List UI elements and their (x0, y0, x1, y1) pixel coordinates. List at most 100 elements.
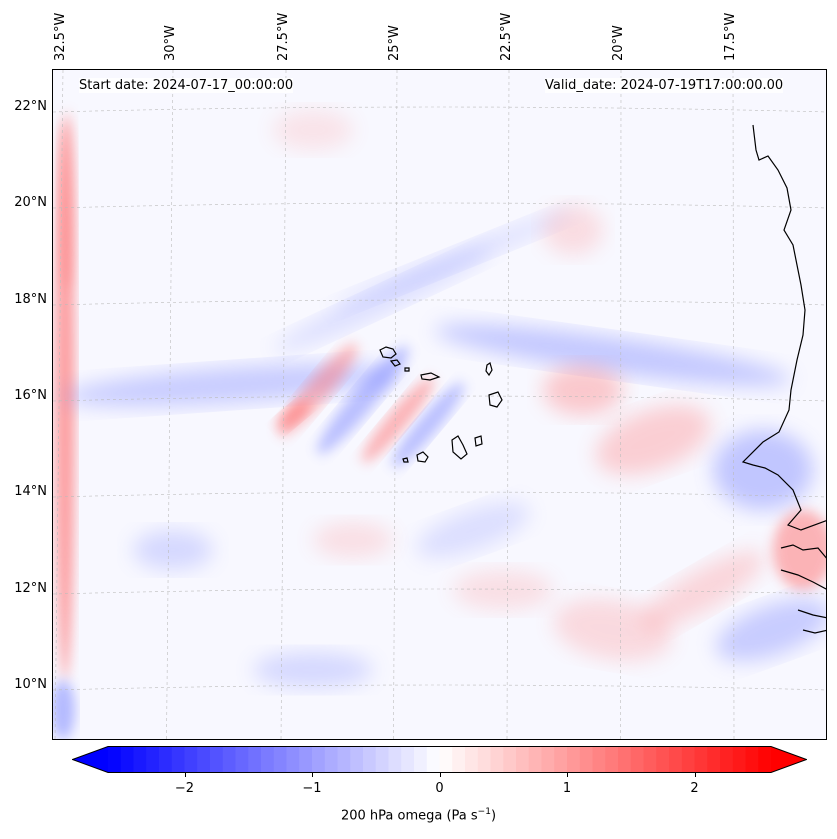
colorbar-segment (477, 746, 492, 773)
omega-blob (453, 570, 553, 610)
omega-blob (391, 382, 465, 468)
island-maio (474, 435, 483, 447)
africa-coastline-south (780, 544, 826, 634)
colorbar-segment (758, 746, 772, 773)
island-santo-antao (379, 346, 397, 359)
colorbar-segment (745, 746, 759, 773)
colorbar-max-extend (771, 746, 807, 773)
colorbar-segment (732, 746, 747, 773)
latitude-label: 16°N (14, 388, 47, 403)
colorbar-tick (694, 773, 696, 777)
omega-blob (276, 400, 310, 430)
colorbar-segment (350, 746, 364, 773)
colorbar-segment (516, 746, 530, 773)
longitude-label: 30°W (163, 25, 178, 61)
colorbar-tick-label: 2 (690, 781, 699, 796)
longitude-label: 25°W (387, 25, 402, 61)
meridian-line (280, 70, 287, 739)
omega-blob (543, 205, 603, 255)
omega-blob (253, 652, 373, 688)
colorbar-tick (184, 773, 186, 777)
colorbar-segment (299, 746, 313, 773)
colorbar-tick-label: −2 (174, 781, 195, 796)
colorbar-segment (184, 746, 198, 773)
colorbar-segment (681, 746, 696, 773)
colorbar-segment (426, 746, 441, 773)
colorbar-segment (439, 746, 453, 773)
colorbar-outline (72, 746, 807, 773)
colorbar-label-text: 200 hPa omega (Pa s (340, 808, 478, 824)
colorbar-segment (171, 746, 186, 773)
colorbar-segment (554, 746, 568, 773)
longitude-label: 17.5°W (723, 12, 738, 61)
parallel-line (53, 684, 826, 691)
colorbar-segment (528, 746, 543, 773)
colorbar-tick (567, 773, 568, 777)
latitude-label: 22°N (14, 99, 47, 114)
graticule (53, 70, 826, 739)
island-sal (485, 362, 493, 377)
colorbar-segment (643, 746, 657, 773)
valid-date-label: Valid_date: 2024-07-19T17:00:00.00 (545, 78, 784, 93)
colorbar-segment (605, 746, 619, 773)
omega-blob (273, 110, 353, 150)
latitude-label: 10°N (14, 677, 47, 692)
latitude-label: 14°N (14, 484, 47, 499)
colorbar-segment (337, 746, 351, 773)
colorbar-segment (452, 746, 466, 773)
colorbar-segment (592, 746, 606, 773)
omega-blob (416, 502, 530, 558)
omega-blob (543, 365, 623, 415)
colorbar-segment (197, 746, 211, 773)
latitude-label: 12°N (14, 581, 47, 596)
colorbar-label-close: ) (490, 808, 497, 824)
colorbar-tick-label: 0 (435, 781, 444, 796)
colorbar-segment (401, 746, 415, 773)
omega-blob (773, 510, 826, 590)
omega-blob (59, 110, 75, 290)
longitude-label: 20°W (611, 25, 626, 61)
omega-blob (317, 345, 409, 455)
colorbar-segment (235, 746, 249, 773)
colorbar-segment (503, 746, 517, 773)
colorbar-segment (720, 746, 734, 773)
omega-blob (553, 598, 673, 662)
colorbar-segment (490, 746, 504, 773)
omega-blob (53, 680, 75, 739)
omega-blob (313, 522, 393, 558)
colorbar-segment (618, 746, 632, 773)
colorbar (72, 746, 807, 773)
meridian-line (54, 70, 64, 739)
parallel-line (53, 202, 826, 209)
colorbar-tick-label: 1 (562, 781, 572, 796)
parallel-line (53, 588, 826, 595)
colorbar-segment (541, 746, 555, 773)
colorbar-min-extend (72, 746, 108, 773)
colorbar-label: 200 hPa omega (Pa s−1) (0, 807, 837, 823)
colorbar-segments (72, 746, 807, 773)
colorbar-tick-label: −1 (302, 781, 322, 796)
colorbar-segment (567, 746, 581, 773)
colorbar-segment (707, 746, 721, 773)
colorbar-segment (133, 746, 147, 773)
colorbar-segment (694, 746, 708, 773)
colorbar-segment (159, 746, 173, 773)
colorbar-segment (286, 746, 300, 773)
longitude-label: 22.5°W (499, 12, 514, 61)
island-brava (402, 457, 409, 463)
map-panel (52, 69, 827, 740)
colorbar-segment (465, 746, 479, 773)
meridian-line (393, 70, 398, 739)
island-santiago (451, 435, 468, 460)
meridian-line (620, 70, 622, 739)
colorbar-label-exponent: −1 (477, 807, 491, 817)
colorbar-segment (146, 746, 160, 773)
colorbar-tick (439, 773, 441, 777)
omega-blob (713, 430, 813, 510)
parallel-line (53, 491, 826, 498)
meridian-line (166, 70, 174, 739)
start-date-label: Start date: 2024-07-17_00:00:00 (79, 78, 294, 93)
parallel-line (53, 395, 826, 402)
omega-blob (361, 377, 435, 463)
longitude-label: 32.5°W (53, 12, 68, 61)
